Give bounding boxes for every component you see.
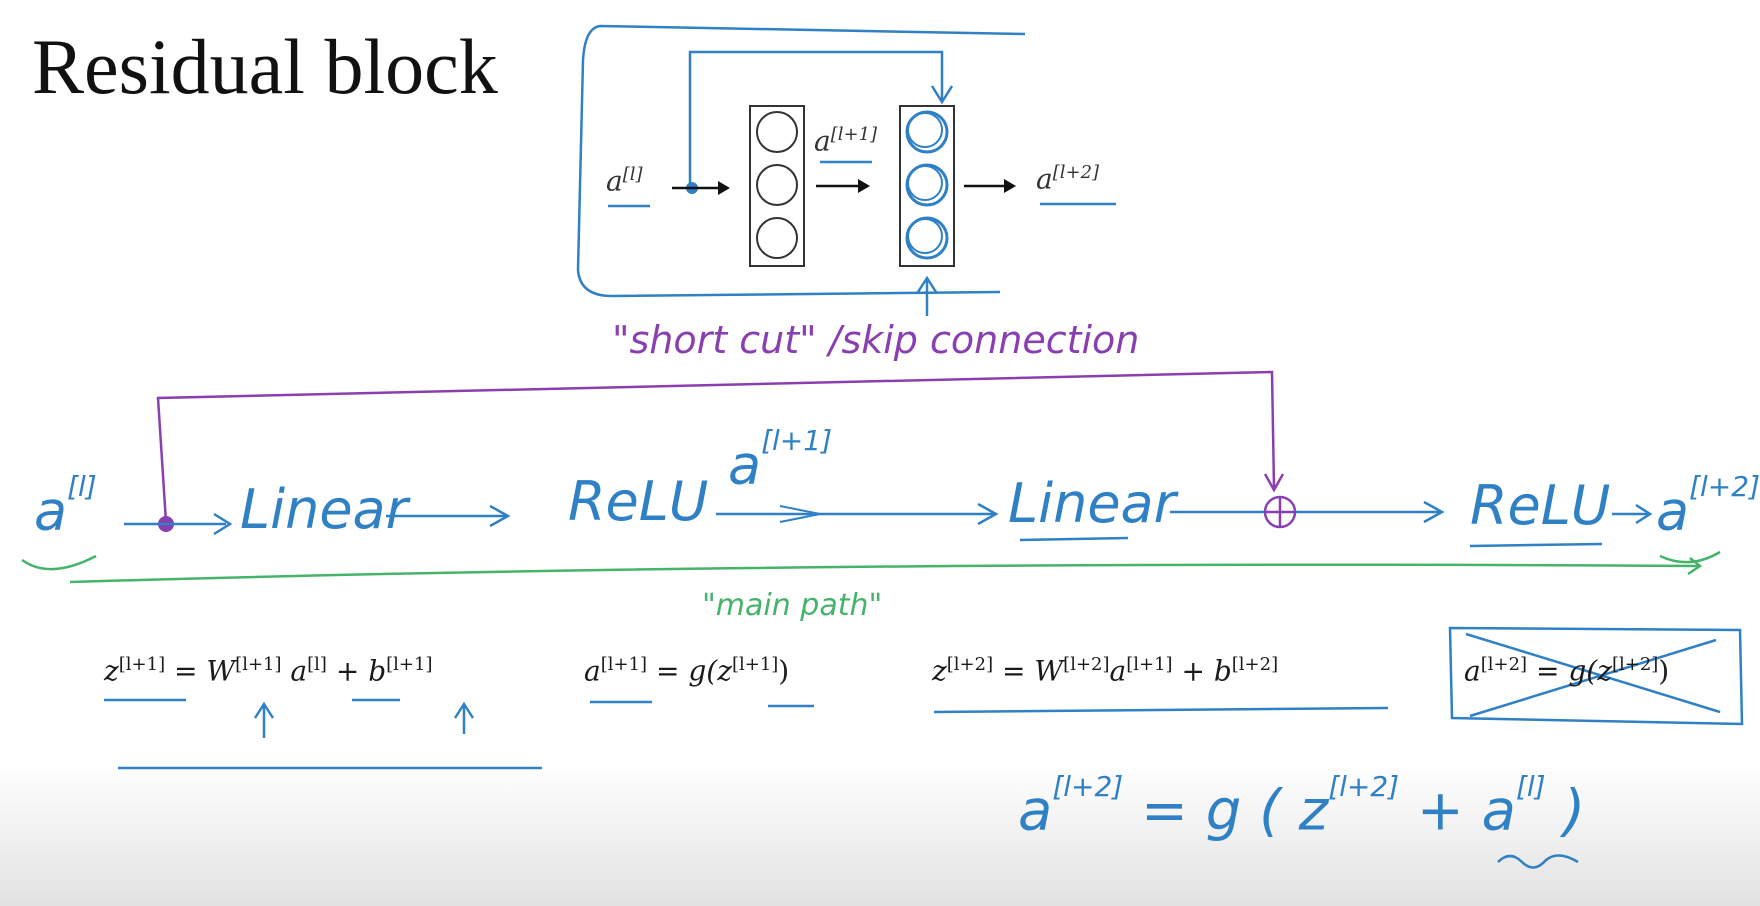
flow-input-activation: a[l] xyxy=(34,470,97,543)
linear-1-label: Linear xyxy=(240,478,408,541)
skip-connection-label: "short cut" /skip connection xyxy=(612,318,1140,362)
flow-output-activation: a[l+2] xyxy=(1656,470,1760,543)
equation-z-l1: z[l+1] = W[l+1] a[l] + b[l+1] xyxy=(104,654,433,688)
main-path-label: "main path" xyxy=(702,588,883,623)
layer2-neuron xyxy=(905,110,949,154)
layer1-neuron xyxy=(756,164,798,206)
layer1-neuron xyxy=(756,217,798,259)
sum-node xyxy=(1263,495,1297,529)
equation-a-l1: a[l+1] = g(z[l+1]) xyxy=(584,654,790,688)
equation-z-l2: z[l+2] = W[l+2]a[l+1] + b[l+2] xyxy=(932,654,1279,688)
top-input-label: a[l] xyxy=(606,164,643,198)
layer1-box xyxy=(749,105,805,267)
handwritten-residual-equation: a[l+2] = g ( z[l+2] + a[l] ) xyxy=(1018,770,1586,844)
top-blue-outline xyxy=(576,24,1026,298)
linear-2-label: Linear xyxy=(1008,472,1176,535)
slide-title: Residual block xyxy=(32,23,498,110)
top-mid-label: a[l+1] xyxy=(814,124,878,158)
relu-2-label: ReLU xyxy=(1470,474,1611,537)
main-path-brace xyxy=(21,550,1721,584)
top-output-label: a[l+2] xyxy=(1036,162,1100,196)
equation-a-l2-crossed: a[l+2] = g(z[l+2]) xyxy=(1464,654,1670,688)
top-skip-arrow xyxy=(688,50,944,188)
layer1-neuron xyxy=(756,111,798,153)
layer2-neuron xyxy=(905,216,949,260)
flow-mid-activation: a[l+1] xyxy=(728,424,832,497)
layer2-neuron xyxy=(905,163,949,207)
crossed-out-box xyxy=(1448,626,1744,726)
relu-1-label: ReLU xyxy=(568,470,709,533)
layer2-box xyxy=(899,105,955,267)
skip-connection-line xyxy=(156,370,1276,523)
